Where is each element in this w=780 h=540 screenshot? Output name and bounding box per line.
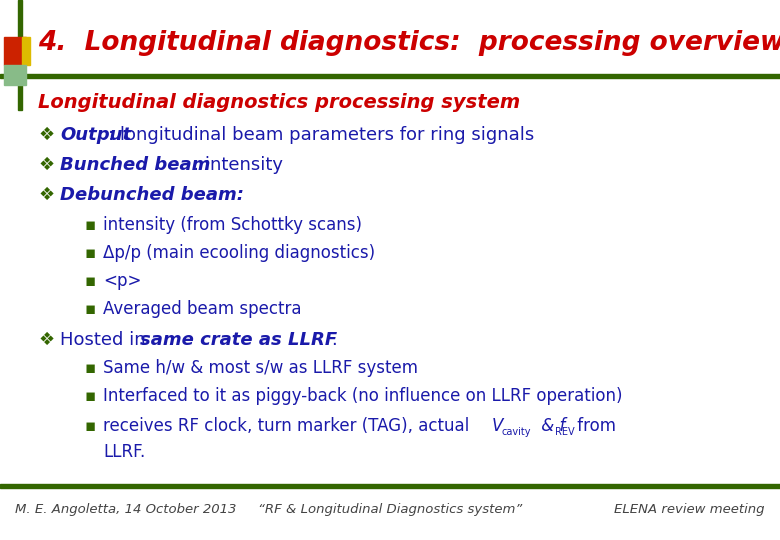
Text: REV: REV [555, 427, 575, 437]
Text: ▪: ▪ [85, 359, 96, 377]
Text: M. E. Angoletta, 14 October 2013: M. E. Angoletta, 14 October 2013 [15, 503, 236, 516]
Text: intensity (from Schottky scans): intensity (from Schottky scans) [103, 216, 362, 234]
Bar [0, 74, 780, 78]
Text: “RF & Longitudinal Diagnostics system”: “RF & Longitudinal Diagnostics system” [258, 503, 522, 516]
Bar [22, 37, 30, 65]
Text: ▪: ▪ [85, 387, 96, 405]
Text: : intensity: : intensity [193, 156, 283, 174]
Text: receives RF clock, turn marker (TAG), actual: receives RF clock, turn marker (TAG), ac… [103, 417, 474, 435]
Text: Output: Output [60, 126, 131, 144]
Text: Interfaced to it as piggy-back (no influence on LLRF operation): Interfaced to it as piggy-back (no influ… [103, 387, 622, 405]
Text: ❖: ❖ [38, 156, 54, 174]
Text: Longitudinal diagnostics processing system: Longitudinal diagnostics processing syst… [38, 92, 520, 111]
Text: LLRF.: LLRF. [103, 443, 145, 461]
Text: ELENA review meeting: ELENA review meeting [615, 503, 765, 516]
Text: Debunched beam:: Debunched beam: [60, 186, 244, 204]
Text: V: V [492, 417, 503, 435]
Text: ▪: ▪ [85, 417, 96, 435]
Text: Hosted in: Hosted in [60, 331, 151, 349]
Text: ▪: ▪ [85, 272, 96, 290]
Text: Bunched beam: Bunched beam [60, 156, 211, 174]
Text: ❖: ❖ [38, 186, 54, 204]
Text: ▪: ▪ [85, 216, 96, 234]
Text: Same h/w & most s/w as LLRF system: Same h/w & most s/w as LLRF system [103, 359, 418, 377]
Text: ▪: ▪ [85, 244, 96, 262]
Text: <p>: <p> [103, 272, 141, 290]
Text: cavity: cavity [502, 427, 531, 437]
Text: same crate as LLRF: same crate as LLRF [140, 331, 337, 349]
Text: : longitudinal beam parameters for ring signals: : longitudinal beam parameters for ring … [108, 126, 534, 144]
Bar [18, 0, 22, 110]
Text: ❖: ❖ [38, 126, 54, 144]
Bar [0, 484, 780, 488]
Text: Δp/p (main ecooling diagnostics): Δp/p (main ecooling diagnostics) [103, 244, 375, 262]
Text: from: from [572, 417, 616, 435]
Text: ▪: ▪ [85, 300, 96, 318]
Text: .: . [331, 331, 337, 349]
Text: Averaged beam spectra: Averaged beam spectra [103, 300, 302, 318]
Text: ❖: ❖ [38, 331, 54, 349]
Text: & f: & f [536, 417, 566, 435]
Bar [4, 65, 26, 85]
Text: 4.  Longitudinal diagnostics:  processing overview: 4. Longitudinal diagnostics: processing … [38, 30, 780, 56]
Bar [4, 37, 26, 65]
